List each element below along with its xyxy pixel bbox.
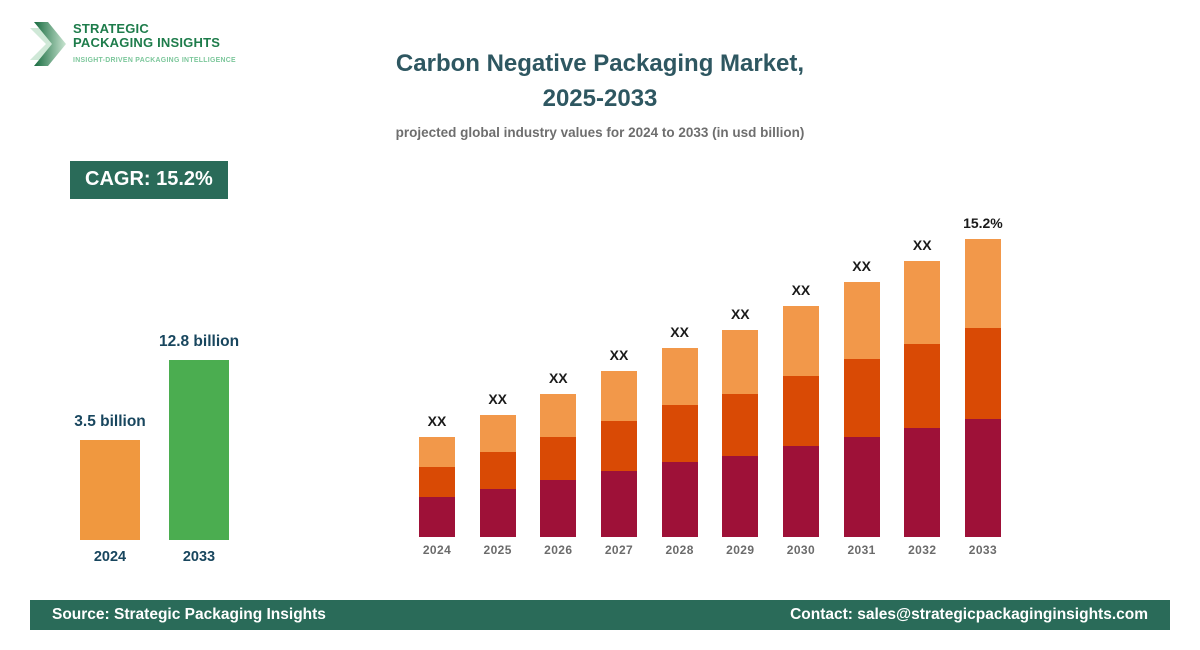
top-segment-2032 [904, 261, 941, 344]
bar-value-label: XX [852, 258, 871, 274]
stacked-bar-group-2030: XX 2030 [782, 282, 819, 557]
mini-bar-year-label: 2033 [182, 549, 216, 565]
stacked-bar-group-2026: XX 2026 [540, 370, 577, 557]
middle-segment-2030 [782, 376, 819, 446]
bottom-segment-2031 [843, 437, 880, 537]
brand-tagline: INSIGHT-DRIVEN PACKAGING INTELLIGENCE [73, 57, 236, 64]
middle-segment-2026 [540, 437, 577, 480]
stacked-bar-group-2029: XX 2029 [722, 306, 759, 557]
mini-bar-2024 [80, 440, 140, 540]
middle-segment-2024 [419, 467, 455, 497]
middle-segment-2027 [600, 421, 637, 471]
bottom-segment-2024 [419, 497, 455, 537]
top-segment-2027 [600, 371, 637, 421]
bar-value-label: XX [730, 306, 750, 322]
bottom-segment-2026 [540, 480, 577, 537]
top-segment-2024 [419, 437, 455, 467]
bar-value-label: XX [488, 391, 507, 407]
middle-segment-2029 [722, 394, 759, 456]
brand-name-line2: PACKAGING INSIGHTS [73, 35, 221, 50]
bar-year-label: 2029 [726, 543, 755, 557]
brand-logo: STRATEGIC PACKAGING INSIGHTS INSIGHT-DRI… [30, 14, 236, 70]
chevron-logo-icon [30, 22, 66, 66]
bar-year-label: 2030 [786, 543, 816, 557]
bottom-segment-2033 [964, 419, 1001, 537]
stacked-bar-group-2033: 15.2% 2033 [963, 215, 1003, 557]
middle-segment-2032 [904, 344, 941, 428]
mini-bar-2033 [169, 360, 229, 540]
brand-logo-text: STRATEGIC PACKAGING INSIGHTS INSIGHT-DRI… [73, 14, 236, 65]
bar-value-label: XX [791, 282, 811, 298]
bar-year-label: 2032 [908, 543, 937, 557]
bar-value-label: XX [427, 413, 447, 429]
footer-source: Source: Strategic Packaging Insights [52, 606, 326, 623]
bar-year-label: 2028 [665, 543, 694, 557]
brand-name-line1: STRATEGIC [73, 21, 149, 36]
bar-value-label: XX [609, 347, 629, 363]
bottom-segment-2028 [661, 462, 698, 537]
bar-year-label: 2026 [544, 543, 573, 557]
bar-year-label: 2025 [483, 543, 512, 557]
page-title-line2: 2025-2033 [542, 85, 658, 112]
stacked-bar-group-2031: XX 2031 [843, 258, 880, 557]
top-segment-2033 [964, 239, 1001, 328]
stacked-bar-group-2024: XX 2024 [419, 413, 455, 557]
bar-year-label: 2027 [604, 543, 634, 557]
mini-bar-value-label: 12.8 billion [158, 333, 240, 350]
mini-bar-year-label: 2024 [93, 549, 127, 565]
title-block: Carbon Negative Packaging Market, 2025-2… [250, 46, 950, 140]
top-segment-2025 [479, 415, 516, 452]
footer-contact: Contact: sales@strategicpackaginginsight… [790, 606, 1148, 623]
stacked-bar-chart: XX 2024 XX 2025 XX 2026 XX 2027 XX 2028 XX 2029 XX 20… [419, 215, 1003, 557]
bottom-segment-2030 [782, 446, 819, 537]
bottom-segment-2032 [904, 428, 941, 537]
stacked-bar-group-2025: XX 2025 [479, 391, 516, 557]
bottom-segment-2029 [722, 456, 759, 537]
middle-segment-2025 [479, 452, 516, 489]
page-title-line1: Carbon Negative Packaging Market, [395, 50, 805, 77]
middle-segment-2031 [843, 359, 880, 437]
bar-value-label: XX [912, 237, 932, 253]
cagr-badge: CAGR: 15.2% [70, 161, 228, 199]
bar-cagr-label: 15.2% [963, 215, 1003, 231]
mini-bar-group-2024: 3.5 billion 2024 [74, 413, 145, 565]
bottom-segment-2027 [600, 471, 637, 537]
bottom-segment-2025 [479, 489, 516, 537]
top-segment-2026 [540, 394, 577, 437]
bar-year-label: 2024 [422, 543, 452, 557]
top-segment-2031 [843, 282, 880, 359]
page-subtitle: projected global industry values for 202… [395, 125, 805, 140]
stacked-bar-group-2027: XX 2027 [600, 347, 637, 557]
mini-bar-group-2033: 12.8 billion 2033 [159, 333, 239, 565]
stacked-bar-group-2032: XX 2032 [904, 237, 941, 557]
bar-year-label: 2031 [847, 543, 876, 557]
bar-value-label: XX [548, 370, 568, 386]
bar-value-label: XX [670, 324, 689, 340]
top-segment-2028 [661, 348, 698, 405]
top-segment-2030 [782, 306, 819, 376]
mini-bar-value-label: 3.5 billion [74, 413, 146, 430]
bar-year-label: 2033 [968, 543, 998, 557]
stacked-bar-group-2028: XX 2028 [661, 324, 698, 557]
middle-segment-2033 [964, 328, 1001, 419]
top-segment-2029 [722, 330, 759, 394]
middle-segment-2028 [661, 405, 698, 462]
footer-bar: Source: Strategic Packaging Insights Con… [30, 600, 1170, 630]
mini-comparison-chart: 3.5 billion 2024 12.8 billion 2033 [74, 333, 239, 565]
